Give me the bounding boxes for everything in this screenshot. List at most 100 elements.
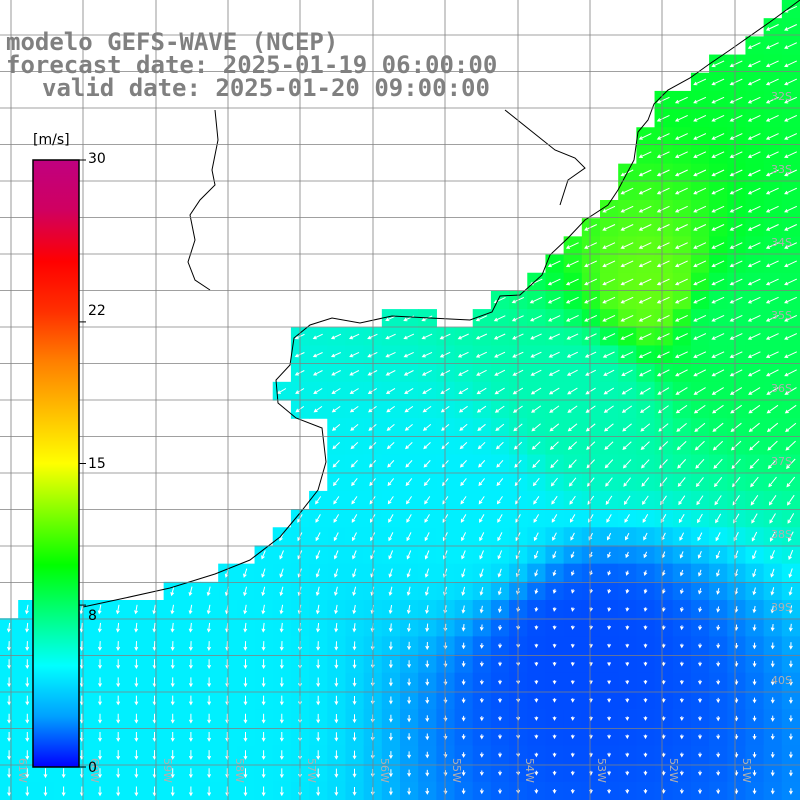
- wind-arrow: [716, 624, 721, 631]
- wind-arrow: [638, 333, 652, 340]
- wind-arrow: [443, 715, 448, 722]
- wind-arrow: [497, 587, 502, 596]
- wind-arrow: [661, 570, 666, 577]
- wind-arrow: [674, 278, 688, 286]
- wind-arrow: [385, 387, 396, 394]
- wind-arrow: [534, 680, 539, 685]
- wind-arrow: [788, 733, 793, 741]
- wind-arrow: [656, 96, 670, 104]
- wind-arrow: [497, 550, 503, 560]
- wind-arrow: [386, 442, 395, 450]
- wind-arrow: [747, 296, 761, 304]
- wind-arrow: [425, 605, 429, 615]
- wind-arrow: [765, 169, 779, 177]
- wind-arrow: [425, 660, 430, 668]
- wind-arrow: [207, 659, 212, 670]
- wind-arrow: [425, 788, 430, 795]
- wind-arrow: [770, 660, 775, 668]
- wind-arrow: [7, 768, 12, 779]
- wind-arrow: [570, 698, 575, 703]
- wind-arrow: [677, 459, 687, 469]
- wind-arrow: [674, 224, 688, 231]
- wind-arrow: [532, 477, 540, 487]
- wind-arrow: [693, 114, 707, 122]
- wind-arrow: [747, 333, 761, 340]
- wind-arrow: [729, 133, 743, 140]
- wind-arrow: [352, 659, 357, 669]
- wind-arrow: [674, 169, 688, 177]
- wind-arrow: [698, 679, 702, 685]
- wind-arrow: [116, 768, 121, 779]
- wind-arrow: [607, 770, 612, 776]
- wind-arrow: [643, 661, 648, 667]
- wind-arrow: [765, 78, 779, 86]
- wind-arrow: [656, 169, 670, 177]
- wind-arrow: [207, 750, 212, 760]
- wind-arrow: [170, 586, 175, 597]
- wind-arrow: [565, 296, 579, 304]
- wind-arrow: [261, 659, 266, 670]
- wind-arrow: [458, 405, 468, 413]
- wind-arrow: [134, 695, 139, 706]
- wind-arrow: [170, 786, 175, 797]
- wind-arrow: [752, 697, 757, 704]
- wind-arrow: [620, 187, 634, 195]
- wind-arrow: [7, 659, 12, 670]
- wind-arrow: [349, 351, 360, 358]
- wind-arrow: [679, 716, 684, 722]
- wind-arrow: [770, 733, 775, 740]
- wind-arrow: [747, 96, 761, 104]
- lon-label: 52W: [667, 758, 680, 783]
- wind-arrow: [207, 695, 212, 706]
- wind-arrow: [714, 495, 722, 506]
- wind-arrow: [443, 733, 448, 740]
- wind-arrow: [656, 242, 670, 249]
- wind-arrow: [439, 351, 451, 358]
- wind-arrow: [643, 716, 648, 721]
- wind-arrow: [534, 770, 539, 776]
- lat-label: 40S: [771, 674, 792, 687]
- wind-arrow: [747, 242, 761, 249]
- wind-arrow: [751, 531, 758, 542]
- wind-arrow: [333, 496, 340, 505]
- wind-arrow: [476, 405, 487, 413]
- wind-arrow: [747, 224, 761, 231]
- wind-arrow: [570, 625, 575, 630]
- wind-arrow: [585, 387, 596, 395]
- wind-arrow: [606, 514, 612, 523]
- wind-arrow: [421, 351, 433, 358]
- wind-arrow: [350, 459, 358, 468]
- wind-arrow: [548, 387, 560, 395]
- wind-arrow: [334, 768, 339, 778]
- wind-arrow: [697, 551, 702, 559]
- wind-arrow: [604, 441, 614, 450]
- wind-arrow: [550, 459, 559, 469]
- wind-arrow: [729, 351, 743, 358]
- wind-arrow: [407, 751, 412, 759]
- wind-arrow: [315, 532, 321, 542]
- lon-label: 54W: [523, 758, 536, 783]
- wind-arrow: [679, 788, 684, 795]
- wind-arrow: [529, 296, 543, 304]
- wind-arrow: [188, 732, 193, 742]
- wind-arrow: [603, 423, 614, 432]
- wind-arrow: [475, 351, 488, 358]
- wind-arrow: [765, 187, 779, 195]
- wind-arrow: [607, 716, 612, 721]
- wind-arrow: [566, 369, 578, 376]
- wind-arrow: [25, 641, 30, 651]
- wind-arrow: [770, 605, 775, 614]
- lat-label: 37S: [771, 455, 792, 468]
- wind-arrow: [770, 642, 775, 650]
- wind-arrow: [531, 441, 541, 450]
- wind-arrow: [97, 641, 102, 651]
- wind-arrow: [787, 494, 795, 506]
- wind-arrow: [747, 351, 761, 358]
- wind-arrow: [479, 532, 485, 542]
- wind-arrow: [423, 478, 431, 487]
- wind-arrow: [388, 586, 393, 597]
- wind-arrow: [440, 387, 450, 395]
- wind-arrow: [770, 624, 775, 632]
- wind-arrow: [498, 606, 502, 613]
